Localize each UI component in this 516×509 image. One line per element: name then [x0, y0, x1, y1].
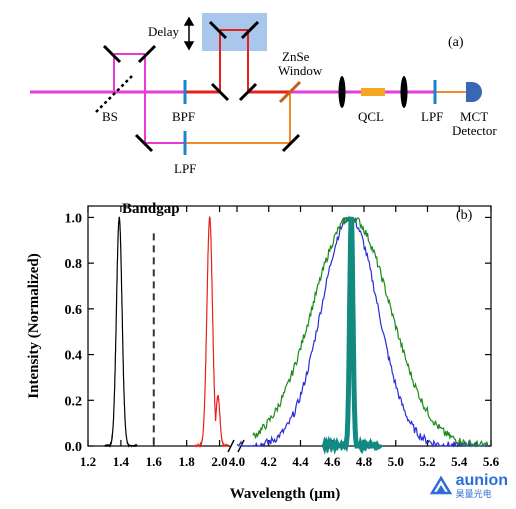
x-tick-label: 1.6 — [146, 454, 163, 469]
x-tick-label: 1.8 — [179, 454, 196, 469]
mct-detector-icon — [466, 82, 482, 102]
series-line — [252, 216, 489, 448]
bpf-label: BPF — [172, 109, 195, 124]
qcl-block — [361, 88, 385, 96]
x-tick-label: 4.6 — [324, 454, 341, 469]
watermark-brand: aunion — [455, 472, 508, 489]
y-axis-title: Intensity (Normalized) — [26, 253, 42, 398]
x-tick-label: 1.4 — [113, 454, 130, 469]
znse-label-2: Window — [278, 63, 323, 78]
qcl-label: QCL — [358, 109, 384, 124]
beam-splitter — [95, 75, 133, 113]
bs-label: BS — [102, 109, 118, 124]
lpf-right-label: LPF — [421, 109, 443, 124]
y-tick-label: 0.2 — [65, 394, 83, 409]
znse-label-1: ZnSe — [282, 49, 310, 64]
y-tick-label: 0.6 — [65, 303, 83, 318]
plot-frame — [87, 205, 492, 447]
axis-break-mark — [227, 439, 235, 453]
delay-stage-box — [202, 13, 267, 51]
x-tick-label: 4.8 — [356, 454, 373, 469]
x-tick-label: 5.2 — [419, 454, 435, 469]
x-tick-label: 4.4 — [292, 454, 309, 469]
axis-break-gap — [230, 438, 242, 454]
brand-logo-icon — [429, 475, 452, 495]
series-group — [104, 215, 489, 455]
x-tick-label: 2.0 — [211, 454, 227, 469]
lens-right — [400, 76, 408, 108]
y-tick-label: 0.8 — [65, 257, 83, 272]
axes: 0.0 0.2 0.4 0.6 0.8 1.0 1.2 1.4 1.6 1.8 2.0 4.0 4.2 4… — [65, 206, 500, 469]
mct-label-1: MCT — [460, 109, 488, 124]
series-line — [236, 215, 489, 448]
series-line — [194, 216, 229, 449]
watermark-sub: 昊量光电 — [455, 489, 492, 499]
y-tick-label: 0.4 — [65, 349, 83, 364]
x-axis-title: Wavelength (μm) — [230, 486, 341, 502]
x-tick-label: 1.2 — [80, 454, 96, 469]
axis-break-mark — [237, 439, 245, 453]
mirrors — [102, 20, 301, 153]
znse-window — [278, 80, 302, 104]
delay-arrow-icon — [183, 16, 195, 51]
delay-label: Delay — [148, 24, 180, 39]
bandgap-label: Bandgap — [122, 201, 180, 217]
x-tick-label: 5.0 — [388, 454, 404, 469]
panel-b-label: (b) — [456, 208, 473, 223]
panel-a-label: (a) — [448, 35, 464, 50]
lpf-bottom-label: LPF — [174, 161, 196, 176]
x-tick-label: 4.0 — [229, 454, 245, 469]
mct-label-2: Detector — [452, 123, 497, 138]
spectra-chart: 0.0 0.2 0.4 0.6 0.8 1.0 1.2 1.4 1.6 1.8 2.0 4.0 4.2 4… — [26, 201, 500, 502]
series-line — [321, 216, 383, 455]
x-tick-label: 5.4 — [451, 454, 468, 469]
watermark: aunion 昊量光电 — [429, 472, 508, 499]
y-tick-label: 1.0 — [65, 211, 83, 226]
series-line — [104, 216, 138, 448]
setup-diagram: Delay BS BPF LPF ZnSe Window QCL LPF MCT… — [30, 13, 497, 176]
lens-left — [338, 76, 346, 108]
x-tick-label: 4.2 — [261, 454, 277, 469]
y-tick-label: 0.0 — [65, 440, 83, 455]
x-tick-label: 5.6 — [483, 454, 500, 469]
